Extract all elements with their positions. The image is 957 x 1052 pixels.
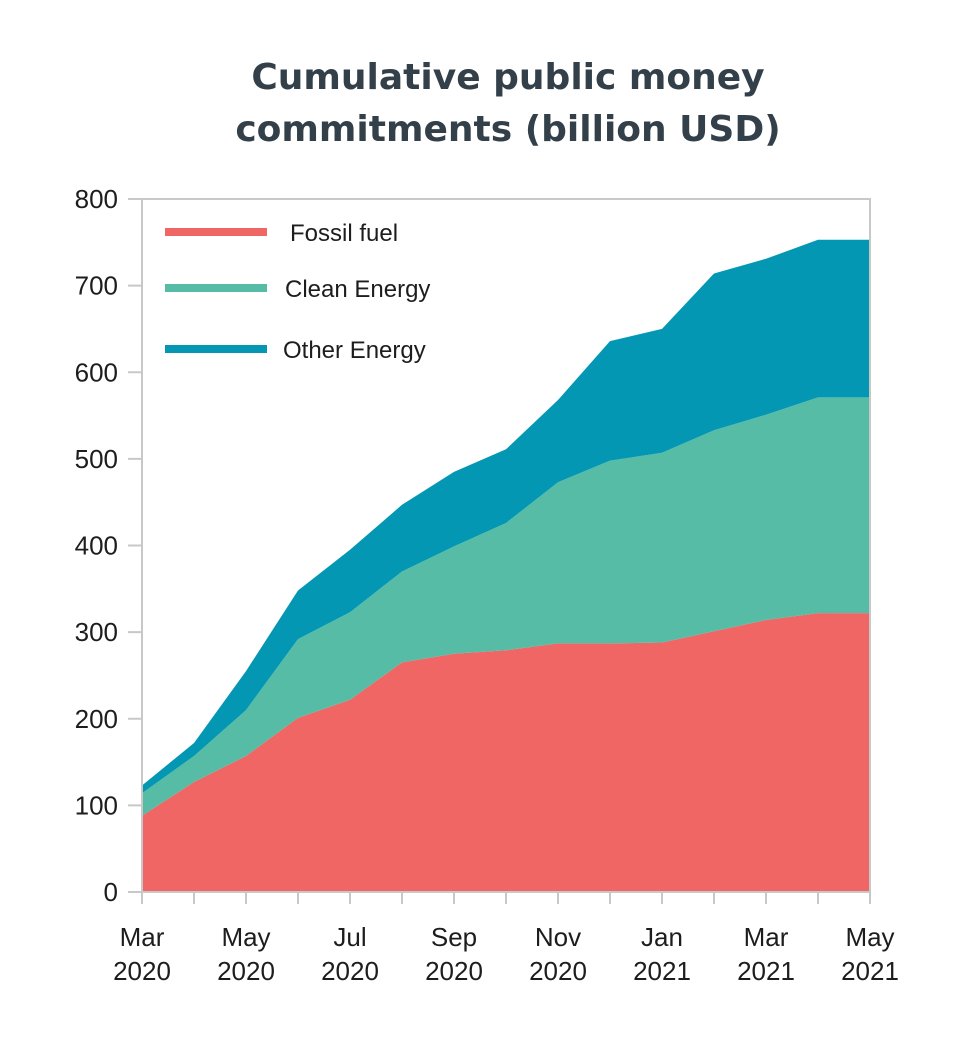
x-tick-label-month: Sep	[431, 922, 477, 952]
x-tick-label-year: 2021	[841, 956, 899, 986]
legend-label-clean-energy: Clean Energy	[285, 276, 430, 303]
y-tick-label: 300	[75, 617, 118, 647]
area-clean-energy	[142, 397, 870, 816]
x-tick-label-month: Jan	[641, 922, 683, 952]
x-tick-label-year: 2020	[425, 956, 483, 986]
legend-label-other-energy: Other Energy	[283, 337, 426, 364]
x-axis: Mar 2020 May 2020 Jul 2020 Sep 2020 Nov 2020 Jan 20…	[113, 892, 899, 986]
area-other-energy	[142, 239, 870, 794]
x-tick-label-month: Nov	[535, 922, 581, 952]
y-tick-label: 800	[75, 184, 118, 214]
legend: Fossil fuel Clean Energy Other Energy	[165, 220, 430, 364]
area-series-group	[142, 239, 870, 892]
y-tick-label: 600	[75, 357, 118, 387]
chart-title: Cumulative public money commitments (bil…	[0, 52, 957, 156]
y-tick-label: 500	[75, 444, 118, 474]
y-tick-label: 700	[75, 271, 118, 301]
x-tick-label-year: 2020	[321, 956, 379, 986]
x-tick-label-year: 2020	[113, 956, 171, 986]
x-tick-label-year: 2021	[737, 956, 795, 986]
chart-title-line-2: commitments (billion USD)	[235, 109, 781, 150]
y-tick-label: 100	[75, 790, 118, 820]
area-fossil-fuel	[142, 613, 870, 892]
x-tick-label-month: Mar	[744, 922, 789, 952]
x-tick-label-year: 2020	[529, 956, 587, 986]
x-tick-label-month: Mar	[120, 922, 165, 952]
y-tick-label: 0	[104, 877, 118, 907]
legend-label-fossil-fuel: Fossil fuel	[290, 220, 398, 247]
y-axis: 0 100 200 300 400 500 600 700 800	[75, 184, 142, 907]
x-tick-label-year: 2020	[217, 956, 275, 986]
x-tick-label-month: May	[845, 922, 894, 952]
y-tick-label: 200	[75, 704, 118, 734]
chart-title-line-1: Cumulative public money	[251, 57, 765, 98]
y-tick-label: 400	[75, 531, 118, 561]
x-tick-label-year: 2021	[633, 956, 691, 986]
x-tick-label-month: May	[221, 922, 270, 952]
x-tick-label-month: Jul	[333, 922, 366, 952]
